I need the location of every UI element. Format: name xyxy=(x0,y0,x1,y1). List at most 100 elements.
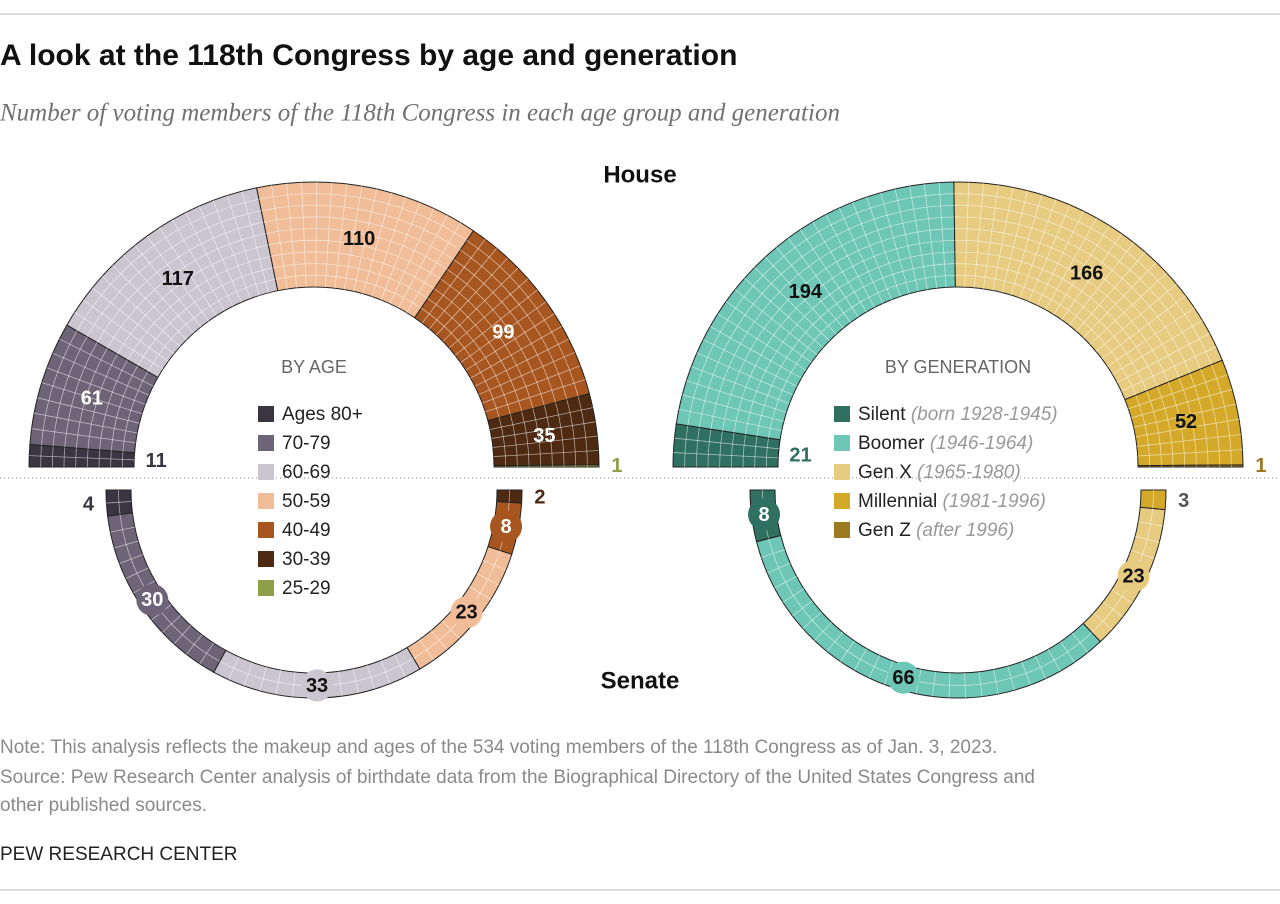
legend-entry: 25-29 xyxy=(282,578,331,599)
seat-grid xyxy=(1136,433,1242,447)
seat-grid xyxy=(106,501,132,504)
seat-grid xyxy=(1133,403,1237,428)
seat-grid xyxy=(1021,661,1031,686)
seat-grid xyxy=(992,187,1014,291)
legend-name: Millennial xyxy=(858,491,937,512)
seat-grid xyxy=(853,648,868,671)
seat-grid xyxy=(814,622,833,641)
seat-grid xyxy=(110,526,135,533)
value-label: 66 xyxy=(892,667,914,689)
seat-grid xyxy=(406,222,461,313)
seat-grid xyxy=(324,182,333,288)
segment xyxy=(675,181,956,441)
value-label: 21 xyxy=(789,444,811,466)
seat-grid xyxy=(686,380,787,413)
seat-grid xyxy=(275,669,281,695)
seat-grid xyxy=(1095,283,1177,352)
seat-grid xyxy=(702,339,798,387)
seat-grid xyxy=(774,575,797,589)
seat-grid xyxy=(1120,346,1217,392)
seat-grid xyxy=(101,276,181,347)
seat-grid xyxy=(92,287,175,355)
seat-grid xyxy=(421,238,486,324)
seat-grid xyxy=(710,216,955,430)
seat-grid xyxy=(1131,388,1233,419)
seat-grid xyxy=(555,402,565,466)
seat-grid xyxy=(162,614,181,633)
seat-grid xyxy=(866,196,901,297)
seat-grid xyxy=(198,205,242,303)
legend-name: 70-79 xyxy=(282,433,331,454)
seat-grid xyxy=(315,182,318,288)
legend-name: 30-39 xyxy=(282,549,331,570)
note: Note: This analysis reflects the makeup … xyxy=(0,737,997,758)
seat-grid xyxy=(493,450,599,457)
value-label: 30 xyxy=(141,589,163,611)
legend-swatch xyxy=(834,493,850,509)
label-badge xyxy=(301,669,334,702)
seat-grid xyxy=(380,660,391,684)
value-label: 23 xyxy=(455,602,477,624)
seat-grid xyxy=(964,672,966,698)
seat-grid xyxy=(973,183,985,288)
seat-grid xyxy=(1028,204,1071,302)
seat-grid xyxy=(543,405,553,466)
seat-grid xyxy=(754,267,830,342)
seat-grid xyxy=(802,611,822,629)
seat-grid xyxy=(419,639,435,661)
seat-grid xyxy=(709,326,802,379)
seat-grid xyxy=(1047,649,1061,672)
seat-grid xyxy=(521,411,530,466)
value-label: 52 xyxy=(1175,411,1197,433)
seat-grid xyxy=(764,256,837,335)
label-badge xyxy=(1117,560,1150,593)
seat-grid xyxy=(74,311,164,370)
seat-grid xyxy=(1036,210,1084,306)
seat-grid xyxy=(1034,655,1047,679)
legend-swatch xyxy=(834,435,850,451)
legend-name: Silent xyxy=(858,404,906,425)
seat-grid xyxy=(787,237,852,323)
legend-swatch xyxy=(834,522,850,538)
seat-grid xyxy=(868,655,881,679)
seat-grid xyxy=(767,562,791,574)
seat-grid xyxy=(489,407,593,430)
seat-grid xyxy=(894,188,919,292)
seat-grid xyxy=(258,193,468,241)
seat-grid xyxy=(389,208,435,304)
seat-grid xyxy=(955,263,1147,392)
seat-grid xyxy=(756,263,956,437)
seat-grid xyxy=(1093,612,1113,631)
seat-grid xyxy=(673,452,779,459)
seat-grid xyxy=(227,195,260,296)
seat-grid xyxy=(954,228,1180,378)
seat-grid xyxy=(964,182,970,288)
legend-name: 60-69 xyxy=(282,462,331,483)
seat-grid xyxy=(441,620,460,639)
seat-grid xyxy=(491,421,596,439)
seat-grid xyxy=(1116,332,1210,383)
seat-grid xyxy=(1130,549,1155,559)
legend-entry: 60-69 xyxy=(282,462,331,483)
seat-grid xyxy=(698,204,955,428)
seat-grid xyxy=(1082,261,1157,338)
seat-grid xyxy=(954,193,1212,365)
seat-grid xyxy=(292,671,296,697)
seat-grid xyxy=(123,254,194,334)
value-label: 1 xyxy=(1255,455,1266,477)
legend-swatch xyxy=(258,406,274,422)
seat-grid xyxy=(532,408,542,466)
legend-entry: 40-49 xyxy=(282,520,331,541)
seat-grid xyxy=(717,313,807,371)
seat-grid xyxy=(696,352,794,396)
legend-entry: Millennial (1981-1996) xyxy=(858,491,1046,512)
seat-grid xyxy=(1019,199,1057,299)
seat-grid xyxy=(812,221,867,313)
seat-grid xyxy=(1156,386,1174,466)
value-label: 1 xyxy=(611,455,622,477)
seat-grid xyxy=(34,412,138,434)
legend-swatch xyxy=(258,464,274,480)
seat-grid xyxy=(1075,251,1146,332)
seat-grid xyxy=(436,257,508,336)
seat-grid xyxy=(465,313,555,371)
